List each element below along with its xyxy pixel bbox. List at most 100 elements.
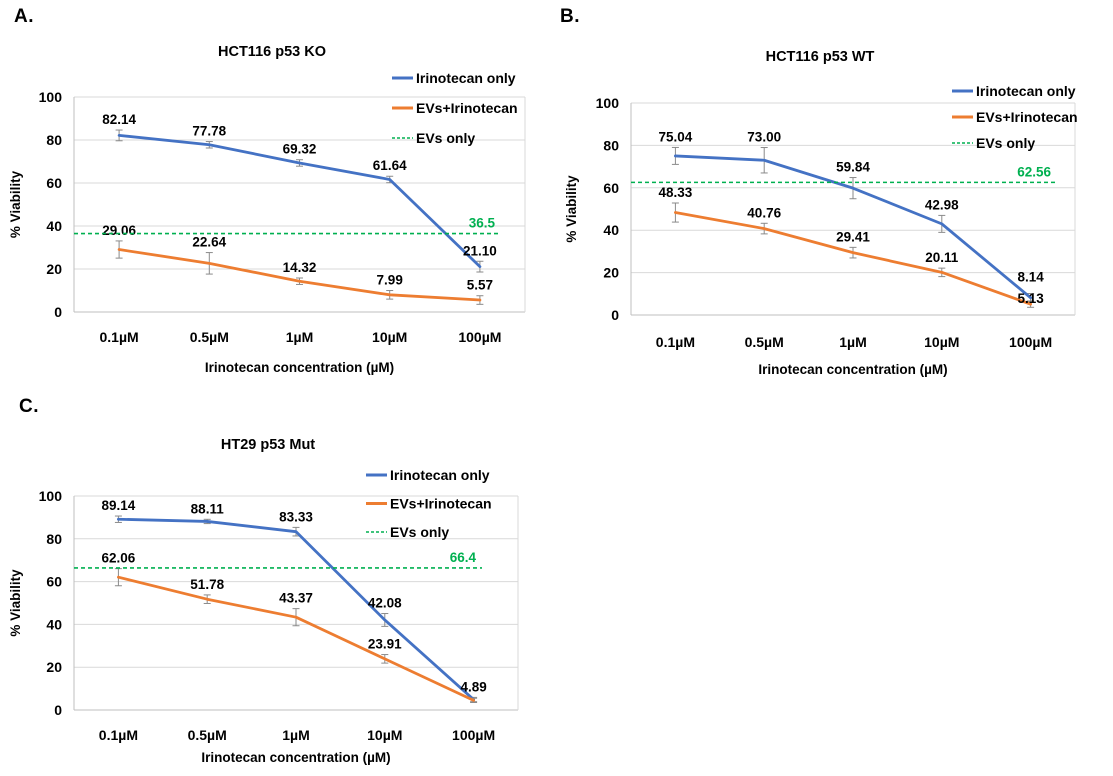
legend-label-0: Irinotecan only bbox=[976, 83, 1076, 99]
chart-hct116-p53-wt: 0 20 40 60 80 100 0.1µM 0.5µM 1µM 10µM 100µM Irinot… bbox=[564, 49, 1078, 377]
legend-label-2: EVs only bbox=[390, 524, 449, 540]
data-label: 83.33 bbox=[279, 509, 313, 524]
data-label: 42.08 bbox=[368, 596, 402, 611]
legend-label-0: Irinotecan only bbox=[416, 70, 516, 86]
gridlines bbox=[73, 96, 526, 313]
series-line-0 bbox=[674, 154, 1033, 300]
y-tick-label: 80 bbox=[603, 137, 619, 153]
data-label: 75.04 bbox=[659, 129, 693, 144]
data-label: 7.99 bbox=[377, 273, 403, 288]
x-tick-label: 0.5µM bbox=[188, 727, 227, 743]
legend-label-1: EVs+Irinotecan bbox=[390, 496, 492, 512]
panel-letter-c: C. bbox=[19, 396, 39, 417]
data-label: 51.78 bbox=[190, 577, 224, 592]
data-label: 4.89 bbox=[460, 679, 486, 694]
data-label: 59.84 bbox=[836, 160, 870, 175]
data-label: 73.00 bbox=[747, 130, 781, 145]
y-tick-label: 20 bbox=[46, 659, 62, 675]
data-label: 23.91 bbox=[368, 637, 402, 652]
x-tick-label: 10µM bbox=[372, 329, 407, 345]
y-tick-label: 60 bbox=[46, 175, 62, 191]
reference-line-label: 66.4 bbox=[450, 550, 477, 565]
y-tick-label: 40 bbox=[46, 218, 62, 234]
x-tick-label: 10µM bbox=[924, 334, 959, 350]
legend-label-0: Irinotecan only bbox=[390, 467, 490, 483]
data-label: 88.11 bbox=[191, 501, 225, 516]
x-axis-tick-labels: 0.1µM 0.5µM 1µM 10µM 100µM bbox=[99, 727, 495, 743]
chart-title: HT29 p53 Mut bbox=[221, 437, 315, 453]
series-0: 89.14 88.11 83.33 42.08 4.89 bbox=[102, 498, 487, 703]
y-axis-tick-labels: 0 20 40 60 80 100 bbox=[596, 95, 620, 323]
data-label: 29.06 bbox=[102, 223, 136, 238]
data-label: 29.41 bbox=[836, 229, 870, 244]
series-0: 82.14 77.78 69.32 61.64 21.10 bbox=[102, 112, 497, 273]
x-axis-title: Irinotecan concentration (µM) bbox=[201, 750, 390, 765]
x-tick-label: 0.1µM bbox=[656, 334, 695, 350]
y-tick-label: 40 bbox=[46, 616, 62, 632]
y-tick-label: 20 bbox=[46, 261, 62, 277]
legend: Irinotecan only EVs+Irinotecan EVs only bbox=[366, 467, 492, 540]
x-tick-label: 10µM bbox=[367, 727, 402, 743]
data-label: 62.06 bbox=[102, 551, 136, 566]
data-label: 20.11 bbox=[925, 250, 959, 265]
data-label: 89.14 bbox=[102, 498, 136, 513]
y-tick-label: 0 bbox=[54, 304, 62, 320]
data-label: 5.57 bbox=[467, 278, 493, 293]
x-axis-tick-labels: 0.1µM 0.5µM 1µM 10µM 100µM bbox=[99, 329, 501, 345]
data-label: 48.33 bbox=[659, 185, 693, 200]
data-label: 40.76 bbox=[747, 205, 781, 220]
x-tick-label: 1µM bbox=[286, 329, 314, 345]
x-tick-label: 0.5µM bbox=[190, 329, 229, 345]
data-label: 21.10 bbox=[463, 243, 497, 258]
y-tick-label: 80 bbox=[46, 531, 62, 547]
legend-label-2: EVs only bbox=[976, 135, 1035, 151]
series-line-0 bbox=[117, 133, 482, 269]
reference-line-label: 62.56 bbox=[1017, 164, 1051, 179]
series-line-0 bbox=[117, 517, 476, 701]
series-line-1 bbox=[117, 248, 482, 302]
y-axis-tick-labels: 0 20 40 60 80 100 bbox=[39, 488, 63, 718]
x-tick-label: 1µM bbox=[839, 334, 867, 350]
panel-letter-b: B. bbox=[560, 6, 580, 27]
data-label: 69.32 bbox=[283, 142, 317, 157]
y-tick-label: 40 bbox=[603, 222, 619, 238]
y-tick-label: 60 bbox=[603, 180, 619, 196]
data-label: 8.14 bbox=[1017, 270, 1044, 285]
x-tick-label: 100µM bbox=[452, 727, 495, 743]
y-axis-title: % Viability bbox=[8, 569, 23, 637]
x-axis-title: Irinotecan concentration (µM) bbox=[205, 360, 394, 375]
y-axis-title: % Viability bbox=[564, 175, 579, 243]
y-tick-label: 0 bbox=[54, 702, 62, 718]
x-tick-label: 0.5µM bbox=[745, 334, 784, 350]
legend-label-1: EVs+Irinotecan bbox=[976, 109, 1078, 125]
y-tick-label: 100 bbox=[596, 95, 620, 111]
chart-title: HCT116 p53 WT bbox=[766, 49, 875, 65]
x-tick-label: 100µM bbox=[458, 329, 501, 345]
series-line-1 bbox=[117, 575, 476, 702]
legend: Irinotecan only EVs+Irinotecan EVs only bbox=[952, 83, 1078, 151]
panel-letter-a: A. bbox=[14, 6, 34, 27]
chart-hct116-p53-ko: 0 20 40 60 80 100 0.1µM 0.5µM 1µM 10µM 100µM Irinot… bbox=[8, 44, 526, 375]
y-tick-label: 60 bbox=[46, 574, 62, 590]
y-tick-label: 100 bbox=[39, 488, 63, 504]
series-0: 75.04 73.00 59.84 42.98 8.14 bbox=[659, 129, 1044, 303]
data-label: 5.13 bbox=[1017, 291, 1044, 306]
series-1: 48.33 40.76 29.41 20.11 5.13 bbox=[659, 185, 1044, 308]
y-tick-label: 0 bbox=[611, 307, 619, 323]
x-tick-label: 0.1µM bbox=[99, 727, 138, 743]
y-axis-tick-labels: 0 20 40 60 80 100 bbox=[39, 89, 63, 320]
x-axis-tick-labels: 0.1µM 0.5µM 1µM 10µM 100µM bbox=[656, 334, 1052, 350]
chart-title: HCT116 p53 KO bbox=[218, 44, 326, 60]
data-label: 22.64 bbox=[192, 235, 226, 250]
x-axis-title: Irinotecan concentration (µM) bbox=[758, 362, 947, 377]
series-1: 62.06 51.78 43.37 23.91 bbox=[102, 551, 478, 704]
data-label: 42.98 bbox=[925, 197, 959, 212]
y-tick-label: 80 bbox=[46, 132, 62, 148]
y-tick-label: 20 bbox=[603, 265, 619, 281]
chart-ht29-p53-mut: 0 20 40 60 80 100 0.1µM 0.5µM 1µM 10µM 100µM Irinot… bbox=[8, 437, 519, 765]
legend: Irinotecan only EVs+Irinotecan EVs only bbox=[392, 70, 518, 146]
data-label: 77.78 bbox=[192, 124, 226, 139]
x-tick-label: 0.1µM bbox=[99, 329, 138, 345]
x-tick-label: 100µM bbox=[1009, 334, 1052, 350]
